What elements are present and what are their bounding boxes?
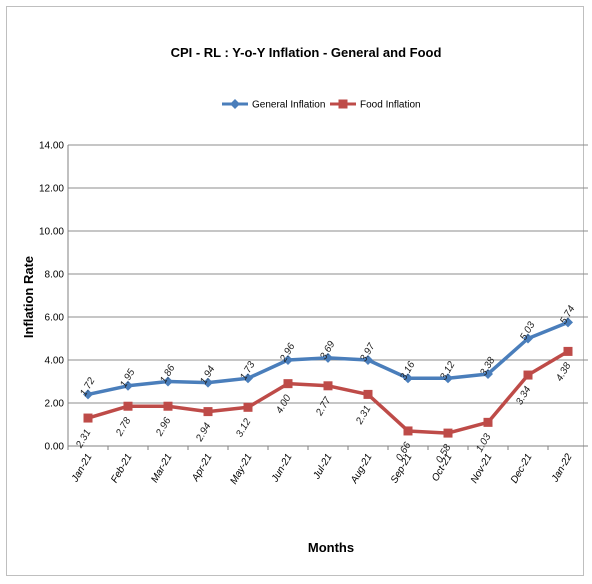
marker-point xyxy=(283,355,293,365)
y-tick-label: 6.00 xyxy=(45,313,65,324)
data-label: 2.31 xyxy=(354,404,374,427)
data-label: 4.38 xyxy=(554,361,573,384)
data-label: 1.72 xyxy=(78,376,97,399)
data-label: 2.96 xyxy=(154,415,174,439)
marker-point xyxy=(403,426,413,436)
marker-point xyxy=(443,428,453,438)
marker-point xyxy=(83,389,93,400)
y-tick-label: 8.00 xyxy=(45,270,65,281)
marker-point xyxy=(563,346,573,356)
x-axis-ticks: Jan-21 Feb-21 Mar-21 Apr-21 May-21 Jun-21 Jul-… xyxy=(69,452,575,487)
marker-point xyxy=(523,333,533,344)
x-tick-label: Dec-21 xyxy=(509,452,535,485)
data-label: 5.74 xyxy=(558,304,577,327)
data-label: 3.97 xyxy=(358,341,377,364)
chart-title: CPI - RL : Y-o-Y Inflation - General and… xyxy=(171,45,442,60)
marker-point xyxy=(363,355,373,365)
data-label: 2.77 xyxy=(314,395,334,419)
series-lines xyxy=(83,317,573,438)
data-label: 2.78 xyxy=(114,415,134,439)
legend-marker xyxy=(230,99,240,109)
x-tick-label: Mar-21 xyxy=(149,452,174,485)
data-label: 1.73 xyxy=(238,359,257,382)
marker-point xyxy=(323,352,333,363)
legend-entry: Food Inflation xyxy=(360,100,421,111)
x-tick-label: Jun-21 xyxy=(269,452,294,485)
legend-marker xyxy=(338,99,348,109)
data-label: 1.03 xyxy=(474,432,493,455)
y-tick-label: 14.00 xyxy=(39,141,64,152)
marker-point xyxy=(563,317,573,328)
legend: General Inflation Food Inflation xyxy=(222,99,421,111)
marker-point xyxy=(243,373,253,384)
marker-point xyxy=(523,370,533,380)
x-tick-label: Apr-21 xyxy=(190,452,215,484)
data-label: 3.12 xyxy=(234,416,253,439)
x-tick-label: Nov-21 xyxy=(469,452,495,485)
y-tick-label: 2.00 xyxy=(45,399,65,410)
marker-point xyxy=(283,379,293,389)
y-tick-label: 0.00 xyxy=(45,442,65,453)
marker-point xyxy=(403,373,413,384)
marker-point xyxy=(363,389,373,399)
marker-point xyxy=(483,368,493,379)
marker-point xyxy=(83,413,93,423)
marker-point xyxy=(243,402,253,412)
marker-point xyxy=(203,407,213,417)
chart-frame xyxy=(6,6,584,576)
marker-point xyxy=(203,377,213,388)
marker-point xyxy=(163,401,173,411)
marker-point xyxy=(163,376,173,387)
marker-point xyxy=(123,380,133,391)
marker-point xyxy=(323,381,333,391)
marker-point xyxy=(123,401,133,411)
x-tick-label: Feb-21 xyxy=(109,452,134,485)
data-label: 2.31 xyxy=(74,428,94,451)
data-label: 4.00 xyxy=(274,393,293,416)
data-label: 2.94 xyxy=(194,421,214,445)
y-tick-label: 4.00 xyxy=(45,356,65,367)
marker-point xyxy=(483,417,493,427)
x-axis-title: Months xyxy=(308,540,354,555)
data-label: 5.03 xyxy=(518,320,537,343)
y-axis-ticks: 0.00 2.00 4.00 6.00 8.00 10.00 12.00 14.00 xyxy=(39,141,64,453)
x-tick-label: May-21 xyxy=(228,452,254,486)
x-tick-label: Aug-21 xyxy=(348,452,374,486)
y-axis-title: Inflation Rate xyxy=(21,256,36,338)
y-tick-label: 10.00 xyxy=(39,227,64,238)
x-tick-label: Jan-21 xyxy=(69,452,94,485)
marker-point xyxy=(443,373,453,384)
y-tick-label: 12.00 xyxy=(39,184,64,195)
x-tick-label: Jul-21 xyxy=(311,452,335,482)
legend-entry: General Inflation xyxy=(252,100,325,111)
gridlines xyxy=(67,144,588,450)
x-tick-label: Jan-22 xyxy=(549,452,575,485)
